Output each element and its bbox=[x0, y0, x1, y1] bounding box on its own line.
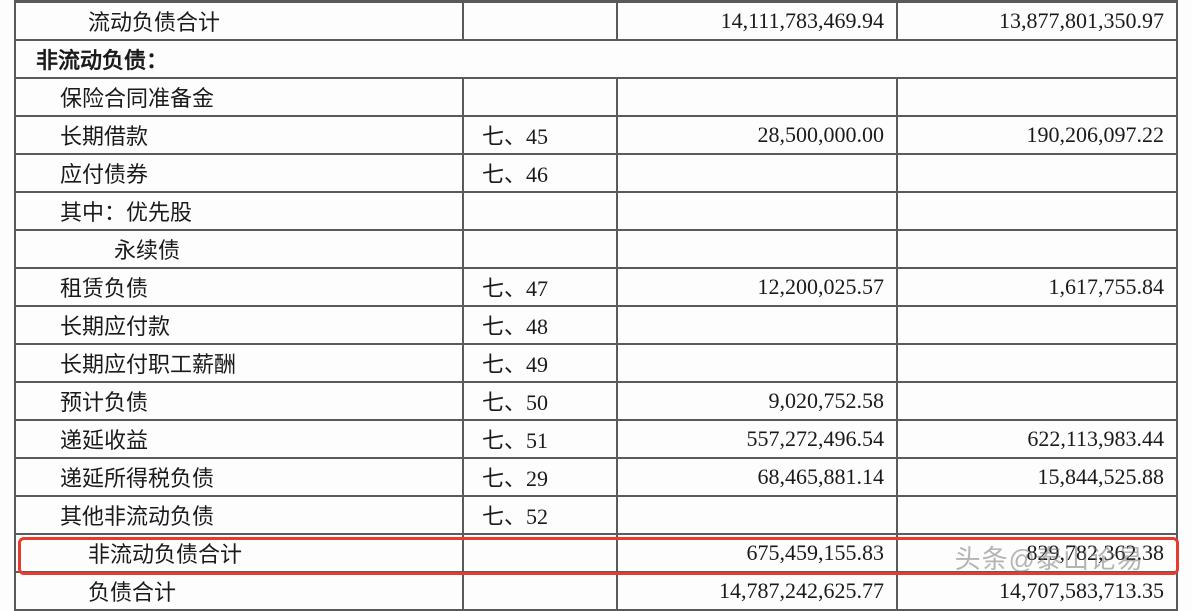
row-value-prior bbox=[897, 496, 1177, 534]
row-note bbox=[463, 534, 617, 572]
table-row: 预计负债七、509,020,752.58 bbox=[15, 382, 1177, 420]
row-value-current bbox=[617, 496, 897, 534]
row-value-current: 12,200,025.57 bbox=[617, 268, 897, 306]
row-label: 负债合计 bbox=[15, 572, 463, 610]
table-row: 其中：优先股 bbox=[15, 192, 1177, 230]
row-value-current: 28,500,000.00 bbox=[617, 116, 897, 154]
row-value-current bbox=[617, 192, 897, 230]
table-row: 租赁负债七、4712,200,025.571,617,755.84 bbox=[15, 268, 1177, 306]
row-note bbox=[463, 2, 617, 41]
row-value-prior: 1,617,755.84 bbox=[897, 268, 1177, 306]
row-value-prior bbox=[897, 306, 1177, 344]
row-value-prior bbox=[897, 78, 1177, 116]
balance-sheet-table: 流动负债合计 14,111,783,469.9413,877,801,350.97… bbox=[14, 0, 1178, 611]
table-row: 非流动负债： bbox=[15, 40, 1177, 78]
table-row: 长期应付款七、48 bbox=[15, 306, 1177, 344]
row-value-prior: 15,844,525.88 bbox=[897, 458, 1177, 496]
empty-cell bbox=[617, 40, 897, 78]
row-value-current: 675,459,155.83 bbox=[617, 534, 897, 572]
row-label: 长期应付款 bbox=[15, 306, 463, 344]
row-note: 七、46 bbox=[463, 154, 617, 192]
row-value-prior: 622,113,983.44 bbox=[897, 420, 1177, 458]
row-value-current: 14,787,242,625.77 bbox=[617, 572, 897, 610]
row-label: 应付债券 bbox=[15, 154, 463, 192]
table-row: 流动负债合计 14,111,783,469.9413,877,801,350.97 bbox=[15, 2, 1177, 41]
row-note bbox=[463, 78, 617, 116]
row-note: 七、50 bbox=[463, 382, 617, 420]
row-note: 七、45 bbox=[463, 116, 617, 154]
row-value-prior bbox=[897, 192, 1177, 230]
row-value-current: 14,111,783,469.94 bbox=[617, 2, 897, 41]
row-value-current: 9,020,752.58 bbox=[617, 382, 897, 420]
table-row: 其他非流动负债七、52 bbox=[15, 496, 1177, 534]
row-value-current bbox=[617, 306, 897, 344]
row-label: 非流动负债合计 bbox=[15, 534, 463, 572]
row-note bbox=[463, 572, 617, 610]
row-note: 七、48 bbox=[463, 306, 617, 344]
table-row: 非流动负债合计 675,459,155.83829,782,362.38 bbox=[15, 534, 1177, 572]
row-value-prior bbox=[897, 382, 1177, 420]
row-label: 租赁负债 bbox=[15, 268, 463, 306]
table-row: 递延收益七、51557,272,496.54622,113,983.44 bbox=[15, 420, 1177, 458]
row-note: 七、49 bbox=[463, 344, 617, 382]
row-label: 其中：优先股 bbox=[15, 192, 463, 230]
row-label: 保险合同准备金 bbox=[15, 78, 463, 116]
section-header: 非流动负债： bbox=[15, 40, 463, 78]
row-note bbox=[463, 230, 617, 268]
row-value-prior: 829,782,362.38 bbox=[897, 534, 1177, 572]
row-label: 递延所得税负债 bbox=[15, 458, 463, 496]
table-row: 保险合同准备金 bbox=[15, 78, 1177, 116]
empty-cell bbox=[897, 40, 1177, 78]
balance-sheet-table-wrap: 流动负债合计 14,111,783,469.9413,877,801,350.97… bbox=[0, 0, 1192, 611]
row-label: 长期借款 bbox=[15, 116, 463, 154]
row-note bbox=[463, 192, 617, 230]
row-note: 七、52 bbox=[463, 496, 617, 534]
table-row: 长期借款七、4528,500,000.00190,206,097.22 bbox=[15, 116, 1177, 154]
table-row: 永续债 bbox=[15, 230, 1177, 268]
row-value-prior: 190,206,097.22 bbox=[897, 116, 1177, 154]
row-value-prior bbox=[897, 344, 1177, 382]
row-value-prior: 14,707,583,713.35 bbox=[897, 572, 1177, 610]
row-value-current bbox=[617, 154, 897, 192]
row-note: 七、51 bbox=[463, 420, 617, 458]
row-value-prior bbox=[897, 230, 1177, 268]
row-value-prior: 13,877,801,350.97 bbox=[897, 2, 1177, 41]
row-value-current bbox=[617, 344, 897, 382]
row-label: 流动负债合计 bbox=[15, 2, 463, 41]
row-value-current: 68,465,881.14 bbox=[617, 458, 897, 496]
empty-cell bbox=[463, 40, 617, 78]
row-value-prior bbox=[897, 154, 1177, 192]
row-note: 七、47 bbox=[463, 268, 617, 306]
row-label: 预计负债 bbox=[15, 382, 463, 420]
row-note: 七、29 bbox=[463, 458, 617, 496]
row-label: 长期应付职工薪酬 bbox=[15, 344, 463, 382]
table-row: 递延所得税负债七、2968,465,881.1415,844,525.88 bbox=[15, 458, 1177, 496]
table-row: 长期应付职工薪酬七、49 bbox=[15, 344, 1177, 382]
row-value-current bbox=[617, 78, 897, 116]
table-row: 应付债券七、46 bbox=[15, 154, 1177, 192]
row-value-current: 557,272,496.54 bbox=[617, 420, 897, 458]
row-label: 永续债 bbox=[15, 230, 463, 268]
row-value-current bbox=[617, 230, 897, 268]
table-row: 负债合计 14,787,242,625.7714,707,583,713.35 bbox=[15, 572, 1177, 610]
row-label: 其他非流动负债 bbox=[15, 496, 463, 534]
row-label: 递延收益 bbox=[15, 420, 463, 458]
